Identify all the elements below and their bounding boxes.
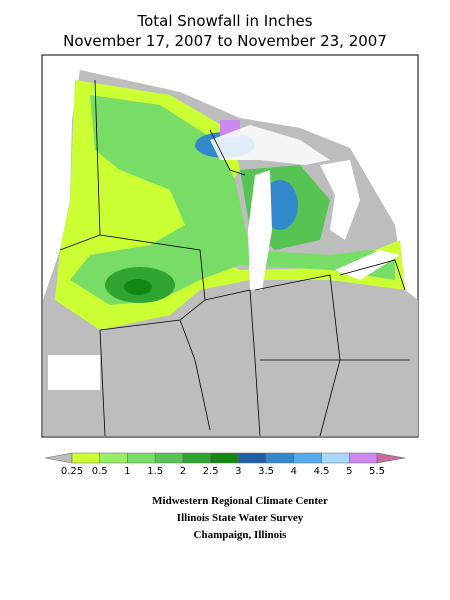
legend-label: 2.5 [203,466,219,477]
legend-label: 3 [235,466,241,477]
lake-erie [335,250,400,280]
lake-superior [210,125,330,165]
legend-label: 1.5 [147,466,163,477]
legend-swatch [99,452,128,464]
credit: Champaign, Illinois [194,529,288,541]
title: Total Snowfall in Inches [136,12,312,30]
legend-swatch [349,452,378,464]
snow-heavier [124,279,152,295]
legend-swatch [376,452,406,464]
legend-swatch [210,452,239,464]
legend-label: 0.25 [61,466,83,477]
legend-swatch [127,452,156,464]
state-lines [59,79,410,437]
legend-swatch [238,452,267,464]
subtitle: November 17, 2007 to November 23, 2007 [63,32,387,50]
legend-label: 2 [180,466,186,477]
legend-swatch [154,452,184,464]
legend-swatch [182,452,211,464]
lake-huron [320,160,360,240]
legend-swatch [293,452,322,464]
legend-label: 0.5 [92,466,108,477]
legend-label: 5 [346,466,352,477]
snow-moderate [70,95,395,305]
legend-label: 1 [124,466,130,477]
legend-swatch [44,452,73,464]
credit: Illinois State Water Survey [177,512,304,524]
legend-swatch [71,452,100,464]
legend-label: 5.5 [369,466,385,477]
legend: 0.25 0.5 1 1.5 2 2.5 3 3.5 4 4.5 5 5.5 [44,452,406,477]
legend-swatch [321,452,350,464]
credit: Midwestern Regional Climate Center [152,495,328,507]
lake-michigan [248,170,272,290]
legend-label: 3.5 [258,466,274,477]
blank [48,355,100,390]
legend-label: 4.5 [314,466,330,477]
map [41,54,419,438]
legend-label: 4 [291,466,297,477]
legend-swatch [265,452,295,464]
